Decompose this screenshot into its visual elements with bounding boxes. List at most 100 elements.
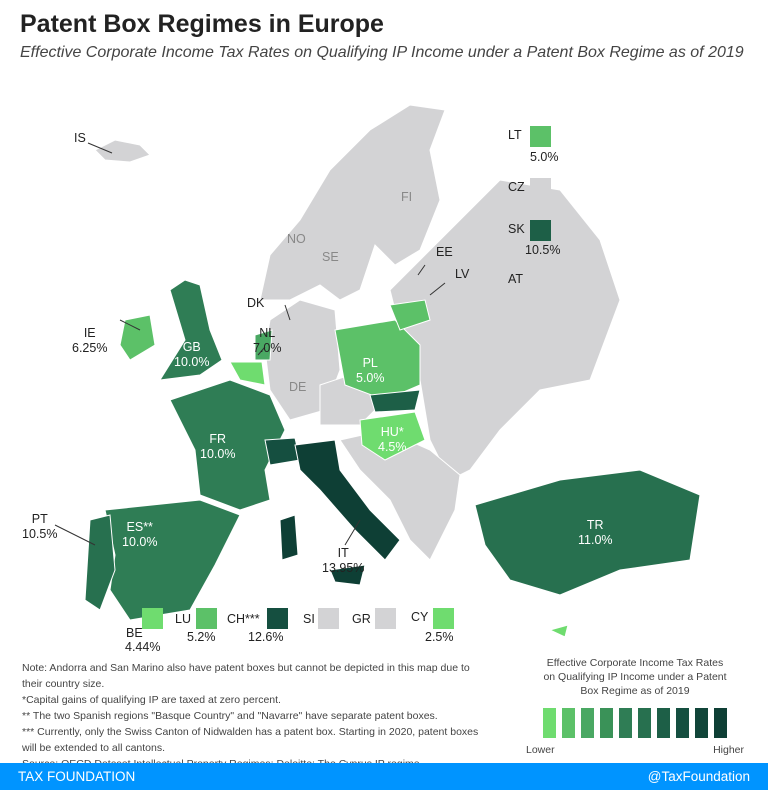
label-PL: PL 5.0% <box>356 356 385 386</box>
country-PT <box>84 514 116 611</box>
legend-bar <box>676 708 689 738</box>
subtitle: Effective Corporate Income Tax Rates on … <box>20 44 744 61</box>
label-LV: LV <box>455 267 470 281</box>
country-GB <box>159 279 223 381</box>
key-GR-swatch <box>375 608 396 629</box>
label-IT: IT 13.95% <box>322 546 364 576</box>
gb-code: GB <box>182 340 201 354</box>
key-SK-rate: 10.5% <box>525 243 561 257</box>
footer-handle[interactable]: @TaxFoundation <box>647 769 750 784</box>
key-AT-code: AT <box>508 272 524 286</box>
legend-bar <box>714 708 727 738</box>
legend-bar <box>657 708 670 738</box>
fr-code: FR <box>209 432 227 446</box>
key-BE-rate: 4.44% <box>125 640 161 654</box>
country-BE <box>229 361 266 386</box>
label-EE: EE <box>436 245 453 259</box>
key-BE-swatch <box>142 608 163 629</box>
key-CY-rate: 2.5% <box>425 630 454 644</box>
legend-bar <box>581 708 594 738</box>
country-IT <box>294 439 401 561</box>
tr-code: TR <box>586 518 604 532</box>
key-CZ-swatch <box>530 178 551 199</box>
key-LU-swatch <box>196 608 217 629</box>
footer-brand[interactable]: TAX FOUNDATION <box>18 769 136 784</box>
key-CZ-code: CZ <box>508 180 525 194</box>
key-SK-swatch <box>530 220 551 241</box>
legend-scale <box>520 708 750 738</box>
legend-bar <box>695 708 708 738</box>
key-AT-swatch <box>530 270 551 291</box>
tr-rate: 11.0% <box>578 533 613 547</box>
label-ES: ES** 10.0% <box>122 520 157 550</box>
key-SI-swatch <box>318 608 339 629</box>
country-NO-SE-FI <box>259 104 446 301</box>
country-TR <box>474 469 701 596</box>
country-ES <box>104 499 241 621</box>
key-CH-rate: 12.6% <box>248 630 284 644</box>
key-LU-rate: 5.2% <box>187 630 216 644</box>
it-rate: 13.95% <box>322 561 365 575</box>
key-CY-swatch <box>433 608 454 629</box>
fr-rate: 10.0% <box>200 447 236 461</box>
country-IE <box>119 314 156 361</box>
label-DE: DE <box>289 380 307 394</box>
country-east <box>389 179 621 481</box>
country-CH <box>264 437 301 466</box>
key-SK-code: SK <box>508 222 525 236</box>
pt-code: PT <box>31 512 48 526</box>
footer: TAX FOUNDATION @TaxFoundation <box>0 763 768 790</box>
country-IS <box>94 139 151 163</box>
label-SE: SE <box>322 250 339 264</box>
key-LT-swatch <box>530 126 551 147</box>
notes: Note: Andorra and San Marino also have p… <box>22 660 492 772</box>
key-BE-code: BE <box>126 626 143 640</box>
label-PT: PT 10.5% <box>22 512 57 542</box>
country-CY <box>548 624 569 638</box>
es-code: ES** <box>126 520 153 534</box>
legend-bar <box>619 708 632 738</box>
legend-bar <box>562 708 575 738</box>
key-CH-swatch <box>267 608 288 629</box>
legend-low: Lower <box>526 744 555 756</box>
label-IS: IS <box>74 131 86 145</box>
nl-rate: 7.0% <box>253 341 282 355</box>
ie-rate: 6.25% <box>72 341 108 355</box>
legend-bar <box>638 708 651 738</box>
pl-rate: 5.0% <box>356 371 385 385</box>
legend-bar <box>600 708 613 738</box>
hu-rate: 4.5% <box>378 440 407 454</box>
country-SK <box>369 389 421 413</box>
page-title: Patent Box Regimes in Europe <box>20 10 384 38</box>
note-4: *** Currently, only the Swiss Canton of … <box>22 726 479 754</box>
legend-high: Higher <box>713 744 744 756</box>
label-TR: TR 11.0% <box>578 518 613 548</box>
label-FR: FR 10.0% <box>200 432 235 462</box>
label-NO: NO <box>287 232 306 246</box>
label-DK: DK <box>247 296 265 310</box>
country-FR <box>169 379 286 511</box>
label-NL: NL 7.0% <box>253 326 282 356</box>
note-1: Note: Andorra and San Marino also have p… <box>22 662 470 690</box>
legend-bar <box>543 708 556 738</box>
key-CY-code: CY <box>411 610 429 624</box>
gb-rate: 10.0% <box>174 355 210 369</box>
label-IE: IE 6.25% <box>72 326 107 356</box>
key-LU-code: LU <box>175 612 191 626</box>
label-FI: FI <box>401 190 413 204</box>
country-HU <box>359 411 426 461</box>
key-CH-code: CH*** <box>227 612 260 626</box>
label-HU: HU* 4.5% <box>378 425 407 455</box>
europe-map <box>54 104 701 638</box>
legend-title: Effective Corporate Income Tax Rates on … <box>543 657 727 697</box>
key-LT-code: LT <box>508 128 522 142</box>
key-GR-code: GR <box>352 612 371 626</box>
es-rate: 10.0% <box>122 535 158 549</box>
country-sicily <box>329 564 366 586</box>
country-NL <box>254 329 273 361</box>
country-PL <box>334 319 421 401</box>
key-LT-rate: 5.0% <box>530 150 559 164</box>
hu-code: HU* <box>380 425 404 439</box>
ie-code: IE <box>83 326 96 340</box>
color-legend: Effective Corporate Income Tax Rates on … <box>520 656 750 757</box>
